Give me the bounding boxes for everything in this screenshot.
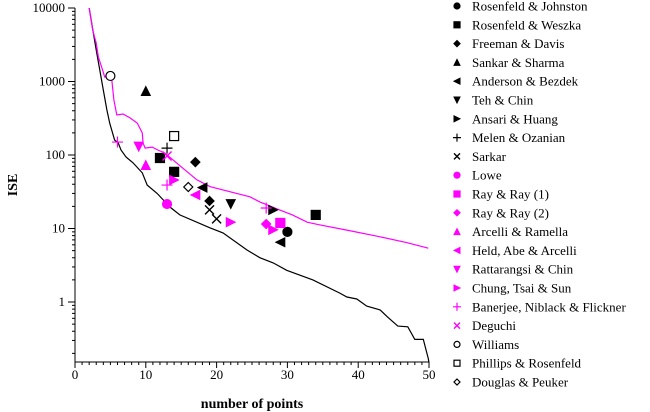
- legend-label: Sarkar: [472, 149, 507, 164]
- x-tick-label: 10: [139, 367, 152, 382]
- legend-label: Anderson & Bezdek: [472, 74, 579, 89]
- data-point-square: [169, 166, 180, 177]
- y-tick-label: 1: [59, 294, 66, 309]
- legend-marker-diamond-icon: [453, 39, 461, 48]
- data-point-plus: [161, 179, 173, 191]
- data-point-triangle-left: [196, 182, 208, 193]
- data-point-square: [275, 217, 286, 229]
- legend-marker-triangle-right-icon: [453, 114, 462, 123]
- legend-label: Chung, Tsai & Sun: [472, 281, 572, 296]
- legend-marker-triangle-down-icon: [453, 265, 461, 274]
- legend-label: Ansari & Huang: [472, 111, 558, 126]
- y-tick-label: 100: [46, 147, 66, 162]
- data-point-square: [310, 209, 321, 221]
- legend-label: Freeman & Davis: [472, 36, 564, 51]
- legend-label: Rosenfeld & Weszka: [472, 17, 581, 32]
- data-point-plus: [111, 136, 123, 148]
- y-tick-label: 10000: [33, 0, 66, 15]
- legend-marker-triangle-down-icon: [453, 96, 461, 105]
- legend-marker-triangle-left-icon: [452, 77, 461, 86]
- legend-label: Rattarangsi & Chin: [472, 262, 574, 277]
- axes: 0 10 20 30 40 50 1 10 100 1000 10000: [33, 0, 436, 382]
- curves: [88, 7, 430, 363]
- data-point-cross: [162, 150, 173, 161]
- legend-marker-plus-icon: [453, 133, 461, 142]
- data-point-cross: [204, 204, 215, 215]
- data-point-circle: [105, 70, 116, 82]
- legend-label: Deguchi: [472, 318, 516, 333]
- legend-marker-triangle-left-icon: [452, 246, 461, 255]
- legend-label: Rosenfeld & Johnston: [472, 0, 588, 14]
- legend-label: Williams: [472, 337, 519, 352]
- data-point-triangle-left: [189, 189, 201, 201]
- magenta-curve: [88, 7, 429, 249]
- legend-marker-cross-icon: [453, 322, 461, 330]
- data-point-plus: [260, 202, 272, 214]
- lower-bound-curve: [88, 7, 430, 363]
- data-point-circle: [161, 198, 173, 210]
- legend-label: Sankar & Sharma: [472, 55, 565, 70]
- data-point-triangle-right: [169, 174, 180, 186]
- data-point-triangle-up: [140, 85, 152, 96]
- x-tick-label: 30: [281, 367, 294, 382]
- legend-marker-circle-icon: [453, 171, 461, 179]
- legend-marker-square-icon: [453, 190, 461, 198]
- legend-marker-circle-icon: [453, 340, 461, 348]
- legend-marker-plus-icon: [453, 302, 461, 311]
- data-point-triangle-down: [133, 141, 145, 153]
- x-axis-title: number of points: [201, 397, 304, 412]
- data-point-diamond: [182, 181, 194, 193]
- legend-marker-square-icon: [453, 21, 461, 29]
- data-point-triangle-up: [140, 159, 152, 171]
- legend-label: Phillips & Rosenfeld: [472, 356, 582, 371]
- y-axis-title: ISE: [6, 174, 21, 197]
- legend-label: Douglas & Peuker: [472, 375, 569, 390]
- data-point-circle: [282, 226, 293, 237]
- legend-marker-cross-icon: [453, 152, 461, 160]
- legend-marker-circle-icon: [453, 2, 461, 10]
- legend-label: Lowe: [472, 168, 502, 183]
- data-point-diamond: [190, 156, 201, 168]
- legend-label: Melen & Ozanian: [472, 130, 566, 145]
- data-point-cross: [211, 213, 222, 224]
- x-tick-label: 0: [72, 367, 79, 382]
- legend: Rosenfeld & Johnston Rosenfeld & Weszka Fr…: [452, 0, 626, 390]
- legend-marker-diamond-icon: [453, 208, 461, 217]
- legend-marker-square-icon: [453, 359, 461, 367]
- data-point-diamond: [204, 195, 215, 207]
- data-point-triangle-right: [225, 216, 237, 228]
- data-point-triangle-down: [225, 199, 237, 210]
- legend-marker-diamond-icon: [453, 378, 461, 386]
- y-tick-label: 10: [52, 221, 65, 236]
- legend-marker-triangle-up-icon: [453, 227, 461, 236]
- legend-marker-triangle-up-icon: [453, 58, 461, 66]
- data-point-square: [169, 130, 180, 142]
- y-tick-label: 1000: [39, 74, 65, 89]
- data-points: [105, 70, 321, 248]
- legend-label: Banerjee, Niblack & Flickner: [472, 299, 626, 314]
- x-tick-label: 20: [210, 367, 223, 382]
- data-point-triangle-left: [274, 236, 286, 248]
- legend-label: Ray & Ray (2): [472, 205, 549, 220]
- legend-label: Teh & Chin: [472, 93, 534, 108]
- data-point-plus: [161, 142, 173, 154]
- legend-marker-triangle-right-icon: [453, 284, 462, 292]
- x-tick-label: 50: [423, 367, 436, 382]
- legend-label: Held, Abe & Arcelli: [472, 243, 577, 258]
- legend-label: Arcelli & Ramella: [472, 224, 568, 239]
- legend-label: Ray & Ray (1): [472, 187, 549, 202]
- x-tick-label: 40: [352, 367, 365, 382]
- data-point-square: [154, 152, 166, 164]
- data-point-triangle-right: [268, 224, 279, 236]
